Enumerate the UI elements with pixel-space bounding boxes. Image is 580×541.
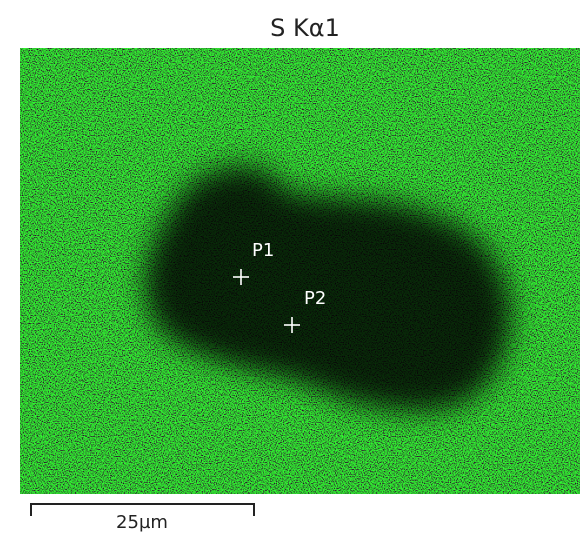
dark-region	[144, 165, 511, 412]
scale-bar	[30, 503, 255, 516]
map-image	[20, 48, 580, 494]
scale-bar-label: 25µm	[116, 512, 168, 533]
map-title: S Kα1	[270, 14, 340, 42]
point-label: P2	[304, 288, 326, 309]
point-label: P1	[252, 240, 274, 261]
markers	[233, 269, 300, 333]
